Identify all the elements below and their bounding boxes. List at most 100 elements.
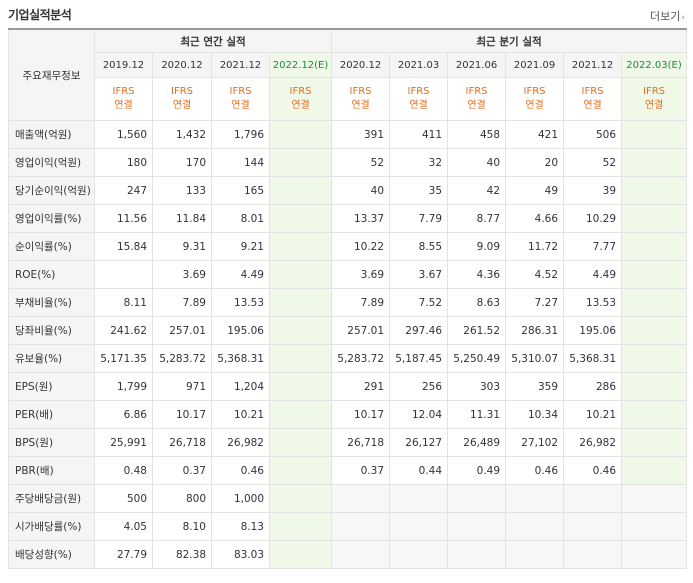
basis-header: IFRS 연결 <box>268 77 333 121</box>
table-cell <box>621 120 688 149</box>
table-cell: 5,171.35 <box>94 344 153 373</box>
basis-standard: IFRS <box>349 86 372 97</box>
table-row: 매출액(억원) 1,560 1,432 1,796 391 411 458 421 506 <box>8 120 688 149</box>
table-cell: 10.17 <box>331 400 391 429</box>
table-cell: 8.13 <box>211 512 270 541</box>
period-header: 2021.03 <box>389 52 449 78</box>
table-cell <box>621 176 688 205</box>
table-cell: 4.66 <box>505 204 565 233</box>
basis-standard: IFRS <box>289 86 312 97</box>
table-cell: 8.01 <box>211 204 270 233</box>
table-cell <box>389 540 449 569</box>
table-cell: 8.77 <box>447 204 507 233</box>
period-header: 2022.12(E) <box>268 52 333 78</box>
table-cell <box>621 428 688 457</box>
table-cell <box>268 288 333 317</box>
table-cell <box>447 512 507 541</box>
table-cell: 971 <box>152 372 212 401</box>
table-cell <box>268 176 333 205</box>
table-cell: 286.31 <box>505 316 565 345</box>
table-row: 순이익률(%) 15.84 9.31 9.21 10.22 8.55 9.09 11.72 7.… <box>8 232 688 261</box>
table-row: 영업이익률(%) 11.56 11.84 8.01 13.37 7.79 8.77 4.66 1… <box>8 204 688 233</box>
table-cell: 3.69 <box>331 260 391 289</box>
table-cell <box>268 512 333 541</box>
table-cell: 10.22 <box>331 232 391 261</box>
table-cell: 8.10 <box>152 512 212 541</box>
row-label: 영업이익(억원) <box>8 148 95 177</box>
table-cell: 42 <box>447 176 507 205</box>
table-cell: 11.31 <box>447 400 507 429</box>
table-cell: 458 <box>447 120 507 149</box>
table-cell: 4.05 <box>94 512 153 541</box>
row-label: 유보율(%) <box>8 344 95 373</box>
row-label: PER(배) <box>8 400 95 429</box>
basis-scope: 연결 <box>231 100 250 111</box>
table-cell: 0.46 <box>563 456 623 485</box>
table-cell: 257.01 <box>331 316 391 345</box>
table-cell: 7.89 <box>331 288 391 317</box>
table-cell: 1,000 <box>211 484 270 513</box>
table-cell <box>268 540 333 569</box>
table-cell: 257.01 <box>152 316 212 345</box>
row-label: BPS(원) <box>8 428 95 457</box>
table-cell: 40 <box>447 148 507 177</box>
table-cell: 5,187.45 <box>389 344 449 373</box>
basis-header: IFRS 연결 <box>447 77 507 121</box>
table-cell <box>268 484 333 513</box>
table-cell <box>621 400 688 429</box>
period-header: 2021.09 <box>505 52 565 78</box>
table-cell <box>268 232 333 261</box>
table-cell: 52 <box>331 148 391 177</box>
table-cell: 27.79 <box>94 540 153 569</box>
table-cell <box>268 372 333 401</box>
table-cell: 20 <box>505 148 565 177</box>
table-cell <box>268 316 333 345</box>
table-cell <box>621 288 688 317</box>
basis-standard: IFRS <box>171 86 193 97</box>
basis-header: IFRS 연결 <box>389 77 449 121</box>
table-cell: 165 <box>211 176 270 205</box>
table-cell <box>621 344 688 373</box>
table-cell: 4.52 <box>505 260 565 289</box>
table-cell <box>389 512 449 541</box>
basis-header: IFRS 연결 <box>211 77 270 121</box>
row-label: 순이익률(%) <box>8 232 95 261</box>
more-link[interactable]: 더보기› <box>650 8 685 24</box>
basis-scope: 연결 <box>525 100 544 111</box>
table-cell <box>268 120 333 149</box>
table-cell: 8.63 <box>447 288 507 317</box>
table-cell: 4.49 <box>211 260 270 289</box>
quarterly-group-header: 최근 분기 실적 <box>331 28 688 53</box>
table-cell: 297.46 <box>389 316 449 345</box>
basis-scope: 연결 <box>644 100 664 111</box>
basis-standard: IFRS <box>523 86 546 97</box>
basis-standard: IFRS <box>407 86 430 97</box>
table-cell: 500 <box>94 484 153 513</box>
table-cell: 11.84 <box>152 204 212 233</box>
table-cell: 421 <box>505 120 565 149</box>
table-cell: 5,283.72 <box>152 344 212 373</box>
table-cell: 35 <box>389 176 449 205</box>
table-cell: 10.29 <box>563 204 623 233</box>
table-row: EPS(원) 1,799 971 1,204 291 256 303 359 286 <box>8 372 688 401</box>
table-cell: 10.17 <box>152 400 212 429</box>
table-row: 시가배당률(%) 4.05 8.10 8.13 <box>8 512 688 541</box>
basis-header: IFRS 연결 <box>331 77 391 121</box>
table-cell <box>621 316 688 345</box>
table-row: ROE(%) 3.69 4.49 3.69 3.67 4.36 4.52 4.49 <box>8 260 688 289</box>
table-row: 당기순이익(억원) 247 133 165 40 35 42 49 39 <box>8 176 688 205</box>
table-cell: 3.69 <box>152 260 212 289</box>
table-cell: 195.06 <box>563 316 623 345</box>
table-cell: 27,102 <box>505 428 565 457</box>
basis-standard: IFRS <box>112 86 135 97</box>
table-row: 부채비율(%) 8.11 7.89 13.53 7.89 7.52 8.63 7.27 13.5… <box>8 288 688 317</box>
row-label: 당좌비율(%) <box>8 316 95 345</box>
table-row: PER(배) 6.86 10.17 10.21 10.17 12.04 11.31 10.34… <box>8 400 688 429</box>
table-cell: 12.04 <box>389 400 449 429</box>
table-cell: 26,718 <box>152 428 212 457</box>
corner-header: 주요재무정보 <box>8 28 95 121</box>
basis-scope: 연결 <box>583 100 602 111</box>
row-label: 시가배당률(%) <box>8 512 95 541</box>
table-cell <box>447 484 507 513</box>
table-cell: 144 <box>211 148 270 177</box>
